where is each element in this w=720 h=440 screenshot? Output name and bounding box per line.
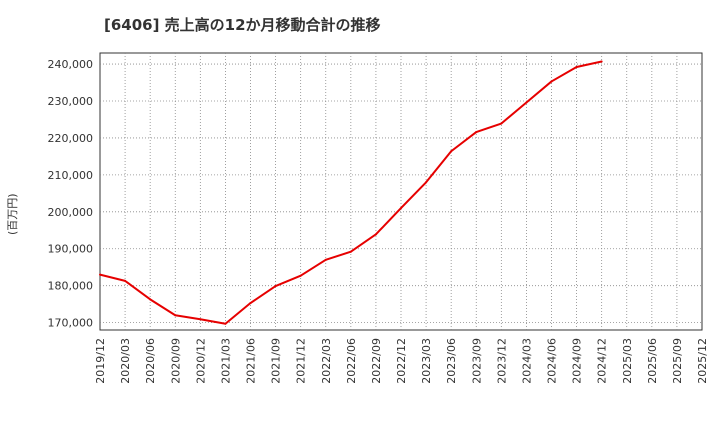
data-point: [149, 298, 152, 301]
data-point: [199, 318, 202, 321]
data-point: [400, 207, 402, 210]
data-point: [575, 66, 578, 69]
x-tick-label: 2024/03: [520, 338, 533, 384]
x-tick-label: 2025/12: [696, 338, 709, 384]
data-point: [99, 273, 101, 276]
x-tick-label: 2020/12: [194, 338, 207, 384]
x-tick-label: 2021/12: [295, 338, 308, 384]
x-tick-label: 2021/09: [270, 338, 283, 384]
y-tick-label: 220,000: [48, 132, 94, 145]
data-point: [525, 101, 528, 104]
data-point: [425, 181, 428, 184]
x-tick-label: 2022/12: [395, 338, 408, 384]
x-tick-label: 2025/03: [621, 338, 634, 384]
x-tick-label: 2025/09: [671, 338, 684, 384]
y-tick-label: 240,000: [48, 58, 94, 71]
data-point: [249, 302, 252, 305]
x-tick-label: 2025/06: [646, 338, 659, 384]
data-point: [550, 80, 553, 83]
x-tick-label: 2023/06: [445, 338, 458, 384]
chart-title: [6406] 売上高の12か月移動合計の推移: [104, 16, 381, 34]
y-tick-label: 210,000: [48, 169, 94, 182]
data-point: [274, 285, 277, 288]
x-tick-label: 2020/06: [144, 338, 157, 384]
data-point: [174, 314, 177, 317]
data-point: [299, 274, 302, 277]
data-point: [224, 322, 227, 325]
x-tick-label: 2022/09: [370, 338, 383, 384]
y-tick-label: 200,000: [48, 206, 94, 219]
y-tick-label: 180,000: [48, 280, 94, 293]
data-point: [475, 131, 478, 134]
x-tick-label: 2022/06: [345, 338, 358, 384]
x-tick-label: 2019/12: [94, 338, 107, 384]
x-tick-label: 2024/09: [571, 338, 584, 384]
y-tick-label: 190,000: [48, 243, 94, 256]
data-point: [349, 250, 352, 253]
x-tick-label: 2022/03: [320, 338, 333, 384]
x-tick-label: 2024/12: [596, 338, 609, 384]
x-tick-label: 2021/06: [245, 338, 258, 384]
data-point: [600, 60, 603, 63]
data-point: [324, 258, 327, 261]
x-tick-label: 2023/12: [495, 338, 508, 384]
x-tick-label: 2023/09: [470, 338, 483, 384]
data-point: [124, 279, 127, 282]
data-point: [374, 233, 377, 236]
data-point: [500, 122, 503, 125]
x-tick-label: 2023/03: [420, 338, 433, 384]
y-tick-label: 170,000: [48, 317, 94, 330]
x-tick-label: 2021/03: [219, 338, 232, 384]
y-tick-label: 230,000: [48, 95, 94, 108]
data-point: [450, 150, 453, 153]
x-tick-label: 2020/09: [169, 338, 182, 384]
x-tick-label: 2024/06: [546, 338, 559, 384]
x-tick-label: 2020/03: [119, 338, 132, 384]
